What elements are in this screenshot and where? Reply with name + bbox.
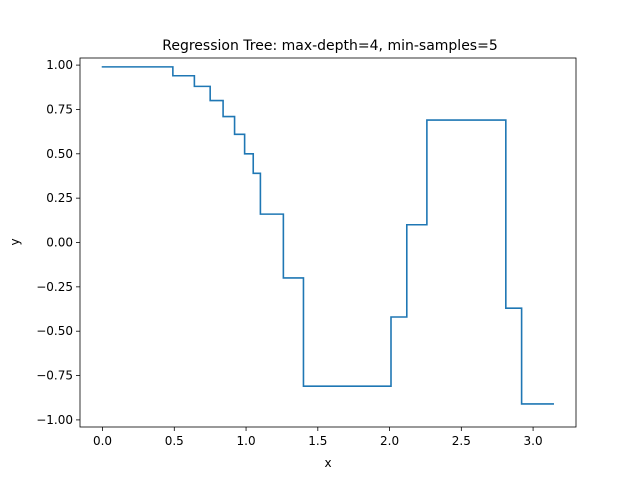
x-axis: 0.0 0.5 1.0 1.5 2.0 2.5 3.0 — [93, 427, 543, 448]
series-line — [101, 66, 554, 405]
y-tick-label: 0.50 — [46, 147, 73, 161]
x-tick-label: 1.0 — [237, 434, 256, 448]
x-tick-label: 2.5 — [452, 434, 471, 448]
y-tick-label: −0.75 — [36, 369, 73, 383]
y-tick-label: 0.75 — [46, 102, 73, 116]
y-tick-label: −1.00 — [36, 413, 73, 427]
x-tick-label: 3.0 — [524, 434, 543, 448]
x-tick-label: 0.5 — [165, 434, 184, 448]
y-tick-label: 0.00 — [46, 236, 73, 250]
x-tick-label: 2.0 — [380, 434, 399, 448]
x-axis-label: x — [324, 456, 331, 470]
y-axis-label: y — [8, 238, 22, 245]
y-tick-label: 1.00 — [46, 58, 73, 72]
y-tick-label: −0.25 — [36, 280, 73, 294]
y-tick-label: 0.25 — [46, 191, 73, 205]
x-tick-label: 0.0 — [93, 434, 112, 448]
y-tick-label: −0.50 — [36, 324, 73, 338]
y-axis: −1.00 −0.75 −0.50 −0.25 0.00 0.25 0.50 0.75 1.00 — [36, 58, 80, 427]
axes-frame — [79, 57, 577, 428]
x-tick-label: 1.5 — [308, 434, 327, 448]
chart-title: Regression Tree: max-depth=4, min-sample… — [162, 38, 498, 54]
plot-area — [101, 66, 554, 405]
